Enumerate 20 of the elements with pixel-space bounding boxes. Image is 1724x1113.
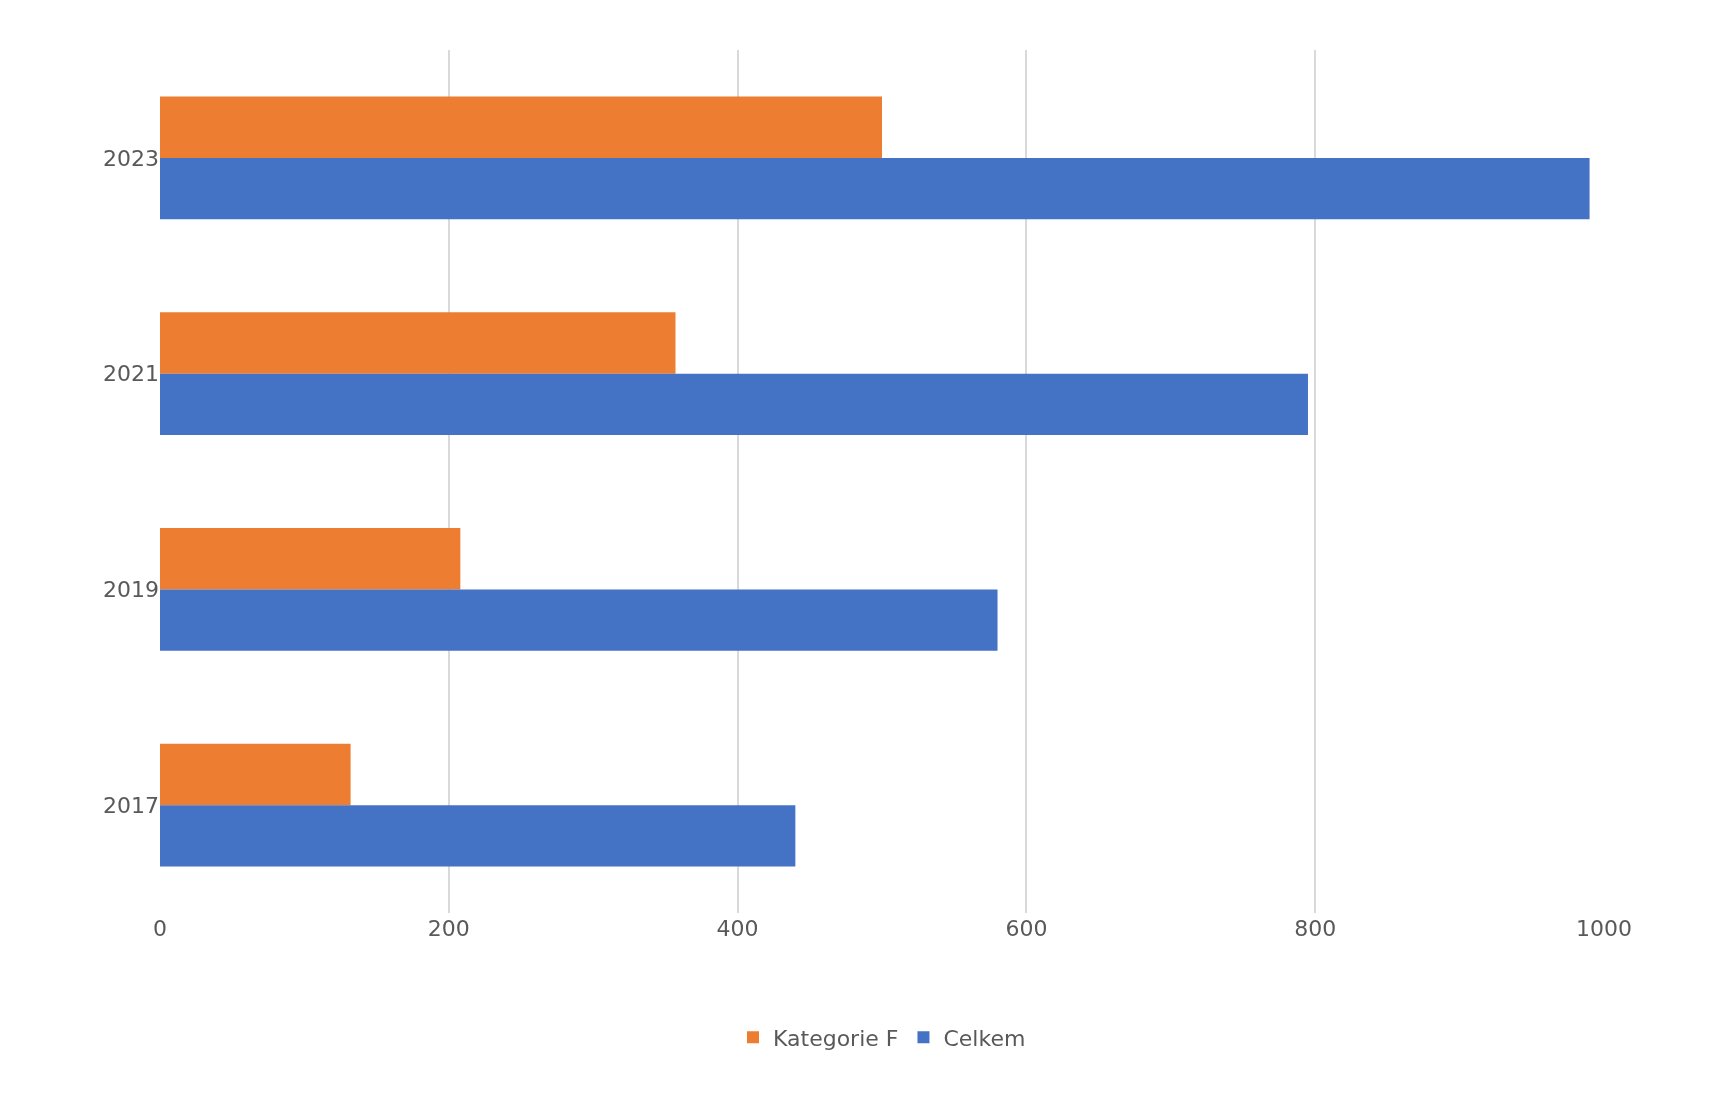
y-tick-label: 2019: [103, 577, 159, 603]
y-tick-label: 2021: [103, 361, 159, 387]
bar: [160, 157, 1590, 220]
x-tick-label: 800: [1294, 916, 1337, 941]
bar: [160, 527, 461, 590]
x-tick-label: 400: [716, 916, 759, 941]
bar: [160, 589, 998, 651]
legend-label: Celkem: [943, 1025, 1026, 1051]
y-tick-label: 2023: [103, 145, 159, 171]
y-tick-label: 2017: [103, 792, 159, 818]
legend-label: Kategorie F: [773, 1025, 899, 1051]
bar: [160, 805, 796, 867]
x-tick-label: 600: [1005, 916, 1048, 941]
x-tick-label: 200: [427, 916, 470, 941]
bar: [160, 743, 351, 806]
bar: [160, 96, 882, 158]
bar: [160, 373, 1308, 436]
x-tick-label: 0: [153, 916, 167, 941]
x-tick-label: 1000: [1576, 916, 1632, 941]
bar: [160, 312, 676, 374]
